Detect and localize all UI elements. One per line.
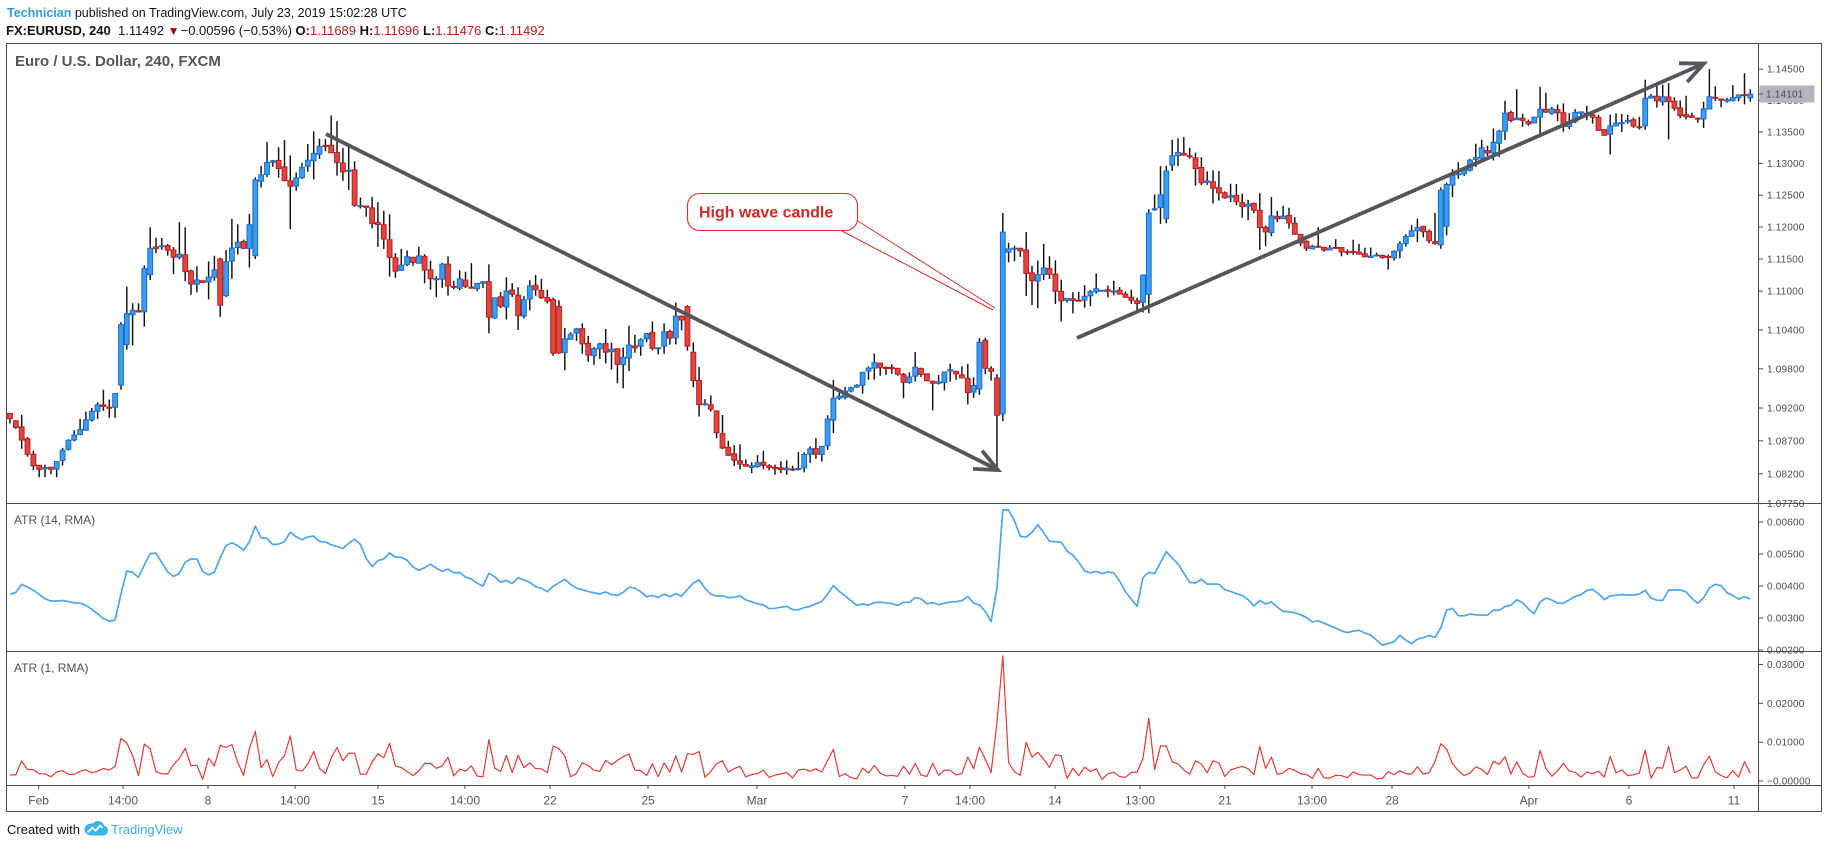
- svg-text:11: 11: [1728, 794, 1741, 808]
- svg-text:−0.00000: −0.00000: [1767, 777, 1811, 788]
- svg-text:14: 14: [1048, 794, 1062, 808]
- svg-text:1.09800: 1.09800: [1767, 364, 1805, 375]
- svg-text:13:00: 13:00: [1297, 794, 1327, 808]
- svg-text:Mar: Mar: [747, 794, 768, 808]
- svg-text:ATR (14, RMA): ATR (14, RMA): [14, 513, 95, 527]
- svg-text:1.14500: 1.14500: [1767, 65, 1805, 76]
- svg-text:1.13500: 1.13500: [1767, 127, 1805, 138]
- svg-text:1.08200: 1.08200: [1767, 469, 1805, 480]
- svg-text:0.00200: 0.00200: [1767, 646, 1805, 657]
- svg-text:Apr: Apr: [1520, 794, 1539, 808]
- svg-text:0.00500: 0.00500: [1767, 550, 1805, 561]
- svg-text:0.03000: 0.03000: [1767, 660, 1805, 671]
- svg-text:0.02000: 0.02000: [1767, 699, 1805, 710]
- svg-text:1.09200: 1.09200: [1767, 404, 1805, 415]
- svg-text:28: 28: [1385, 794, 1399, 808]
- svg-text:6: 6: [1626, 794, 1633, 808]
- svg-text:0.00300: 0.00300: [1767, 614, 1805, 625]
- svg-text:14:00: 14:00: [108, 794, 138, 808]
- svg-text:ATR (1, RMA): ATR (1, RMA): [14, 661, 88, 675]
- svg-text:High wave candle: High wave candle: [699, 205, 833, 222]
- svg-text:1.07750: 1.07750: [1767, 499, 1805, 510]
- svg-text:21: 21: [1218, 794, 1232, 808]
- svg-text:0.00400: 0.00400: [1767, 582, 1805, 593]
- svg-text:1.12000: 1.12000: [1767, 223, 1805, 234]
- svg-text:1.14101: 1.14101: [1766, 90, 1804, 101]
- svg-text:15: 15: [371, 794, 385, 808]
- svg-text:8: 8: [205, 794, 212, 808]
- svg-text:Euro / U.S. Dollar, 240, FXCM: Euro / U.S. Dollar, 240, FXCM: [15, 53, 221, 70]
- svg-text:14:00: 14:00: [955, 794, 985, 808]
- svg-text:1.11500: 1.11500: [1767, 255, 1804, 266]
- svg-text:7: 7: [902, 794, 909, 808]
- svg-text:13:00: 13:00: [1125, 794, 1155, 808]
- svg-text:0.00600: 0.00600: [1767, 518, 1805, 529]
- svg-text:25: 25: [641, 794, 655, 808]
- svg-text:1.12500: 1.12500: [1767, 191, 1805, 202]
- svg-text:1.08700: 1.08700: [1767, 436, 1805, 447]
- svg-text:1.10400: 1.10400: [1767, 325, 1805, 336]
- svg-text:14:00: 14:00: [280, 794, 310, 808]
- svg-text:14:00: 14:00: [450, 794, 480, 808]
- svg-text:22: 22: [543, 794, 557, 808]
- svg-text:Feb: Feb: [28, 794, 49, 808]
- svg-text:1.11000: 1.11000: [1767, 287, 1804, 298]
- svg-text:0.01000: 0.01000: [1767, 738, 1805, 749]
- svg-text:1.13000: 1.13000: [1767, 159, 1805, 170]
